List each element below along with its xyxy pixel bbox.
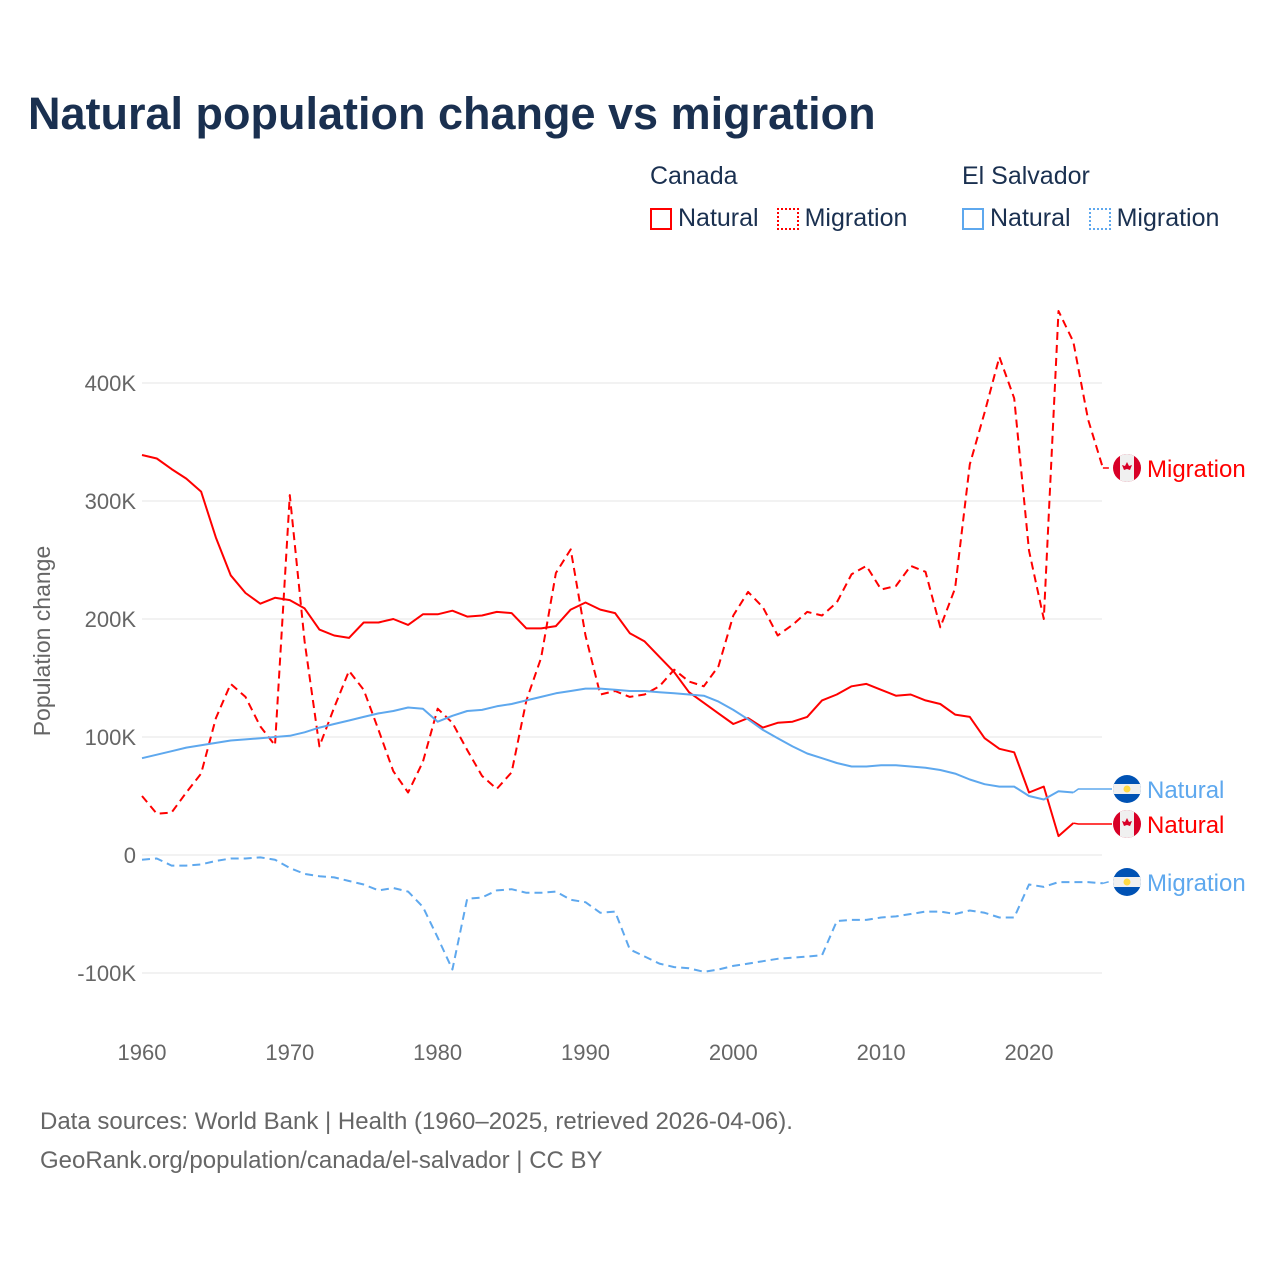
y-tick-label: 100K (85, 725, 137, 750)
canada-flag-icon (1113, 454, 1141, 482)
legend-swatch-dotted (1088, 207, 1111, 230)
legend-swatch-solid (650, 207, 672, 230)
y-tick-label: 200K (85, 607, 137, 632)
legend-label: Migration (804, 204, 908, 232)
emblem-icon (1123, 878, 1131, 886)
label-connector (1072, 788, 1112, 794)
series-line-canada-natural (141, 454, 1074, 838)
y-tick-label: 300K (85, 489, 137, 514)
end-label-el-salvador-natural: Natural (1147, 777, 1224, 804)
legend-item-canada-migration[interactable]: Migration (776, 204, 908, 233)
x-tick-label: 1970 (265, 1040, 314, 1065)
flag-body (1113, 775, 1141, 803)
end-label-el-salvador-migration: Migration (1147, 870, 1246, 897)
series-line-el-salvador-natural (141, 687, 1074, 801)
emblem-icon (1123, 785, 1131, 793)
label-connector (1102, 881, 1112, 885)
legend-el-salvador: Natural Migration (962, 204, 1219, 233)
series-line-el-salvador-migration (141, 856, 1103, 973)
source-line-2: GeoRank.org/population/canada/el-salvado… (40, 1147, 603, 1174)
series-line-canada-migration (141, 310, 1104, 815)
legend-label: Natural (990, 204, 1071, 232)
flag-body (1113, 454, 1141, 482)
legend-group-el-salvador: El Salvador (962, 162, 1090, 190)
legend-group-canada: Canada (650, 162, 738, 190)
x-tick-label: 2020 (1005, 1040, 1054, 1065)
label-connector (1073, 822, 1112, 825)
legend-canada: Natural Migration (650, 204, 907, 233)
flag-body (1113, 810, 1141, 838)
chart-title: Natural population change vs migration (28, 88, 876, 139)
x-tick-label: 1990 (561, 1040, 610, 1065)
legend-item-el-salvador-migration[interactable]: Migration (1088, 204, 1220, 233)
x-tick-label: 1960 (118, 1040, 167, 1065)
maple-leaf-icon (1122, 818, 1132, 826)
legend-item-el-salvador-natural[interactable]: Natural (962, 204, 1071, 233)
maple-leaf-icon (1122, 462, 1132, 470)
y-tick-label: 0 (124, 843, 136, 868)
x-tick-label: 2010 (857, 1040, 906, 1065)
y-tick-label: -100K (77, 961, 136, 986)
canada-flag-icon (1113, 810, 1141, 838)
end-label-canada-migration: Migration (1147, 456, 1246, 483)
legend-item-canada-natural[interactable]: Natural (650, 204, 759, 233)
legend-swatch-solid (962, 207, 984, 230)
y-axis-label: Population change (29, 546, 55, 737)
el-salvador-flag-icon (1113, 775, 1141, 803)
legend-label: Migration (1116, 204, 1220, 232)
legend-swatch-dotted (776, 207, 799, 230)
legend-label: Natural (678, 204, 759, 232)
y-tick-label: 400K (85, 371, 137, 396)
flag-body (1113, 868, 1141, 896)
x-tick-label: 1980 (413, 1040, 462, 1065)
end-label-canada-natural: Natural (1147, 812, 1224, 839)
el-salvador-flag-icon (1113, 868, 1141, 896)
x-tick-label: 2000 (709, 1040, 758, 1065)
source-line-1: Data sources: World Bank | Health (1960–… (40, 1108, 793, 1135)
